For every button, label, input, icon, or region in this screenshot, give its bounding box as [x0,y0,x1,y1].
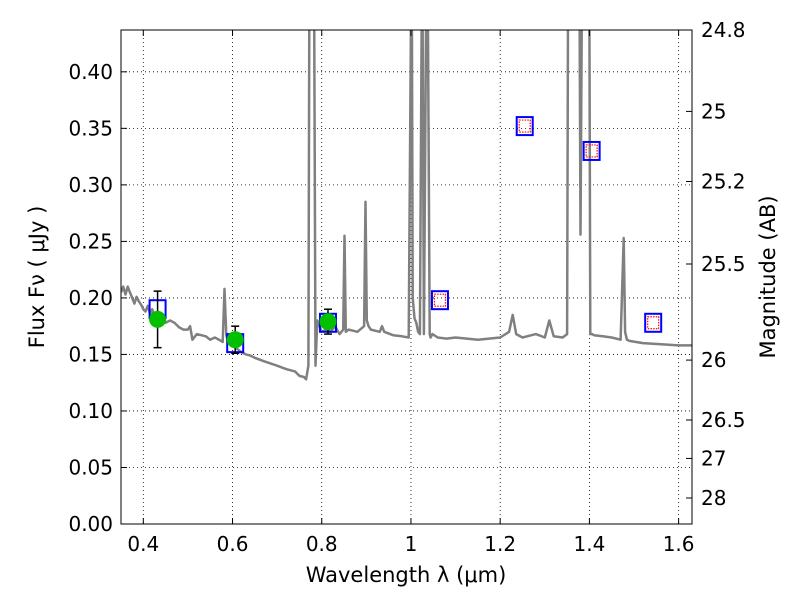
y-axis-label: Flux Fν ( μJy ) [25,206,49,349]
model-photometry-box [644,312,663,333]
right-tick-labels: 24.8 25 25.2 25.5 26 26.5 27 28 [701,18,746,510]
right-tick-label: 25 [701,99,726,123]
observed-flux-box [518,119,531,133]
y-tick-label: 0.05 [68,455,113,479]
model-photometry-box [430,290,449,311]
y-tick-label: 0.25 [68,229,113,253]
sed-model-line [121,30,692,381]
y-tick-label: 0.00 [68,512,113,536]
x-tick-label: 0.6 [217,532,249,556]
y-tick-label: 0.10 [68,399,113,423]
x-tick-labels: 0.4 0.6 0.8 1 1.2 1.4 1.6 [127,532,694,556]
x-tick-label: 1.6 [663,532,695,556]
y-tick-label: 0.30 [68,173,113,197]
x-tick-label: 0.4 [127,532,159,556]
y-tick-label: 0.35 [68,116,113,140]
right-tick-label: 27 [701,446,726,470]
y-tick-labels: 0.00 0.05 0.10 0.15 0.20 0.25 0.30 0.35 0.40 [68,60,113,536]
photometry-point [149,310,167,328]
photometry-point [226,331,244,349]
x-tick-label: 1 [405,532,418,556]
markers-layer [148,116,663,355]
right-tick-label: 25.2 [701,169,746,193]
axis-ticks [121,29,692,525]
x-axis-label: Wavelength λ (μm) [306,563,507,587]
right-tick-label: 26.5 [701,408,746,432]
observed-flux-box [585,144,598,158]
right-tick-label: 24.8 [701,18,746,42]
x-tick-label: 1.4 [573,532,605,556]
y-tick-label: 0.40 [68,60,113,84]
plot-frame [120,29,693,525]
x-tick-label: 0.8 [306,532,338,556]
observed-flux-box [647,316,660,330]
model-photometry-box [515,116,534,137]
observed-flux-box [433,293,447,307]
right-tick-label: 25.5 [701,252,746,276]
photometry-point [319,313,337,331]
plot-area [121,30,692,524]
x-tick-label: 1.2 [484,532,516,556]
model-photometry-box [582,140,601,161]
y-tick-label: 0.20 [68,286,113,310]
right-tick-label: 26 [701,348,726,372]
series-layer [121,30,692,381]
y-tick-label: 0.15 [68,342,113,366]
y-axis-label-right: Magnitude (AB) [756,195,780,358]
right-tick-label: 28 [701,486,726,510]
